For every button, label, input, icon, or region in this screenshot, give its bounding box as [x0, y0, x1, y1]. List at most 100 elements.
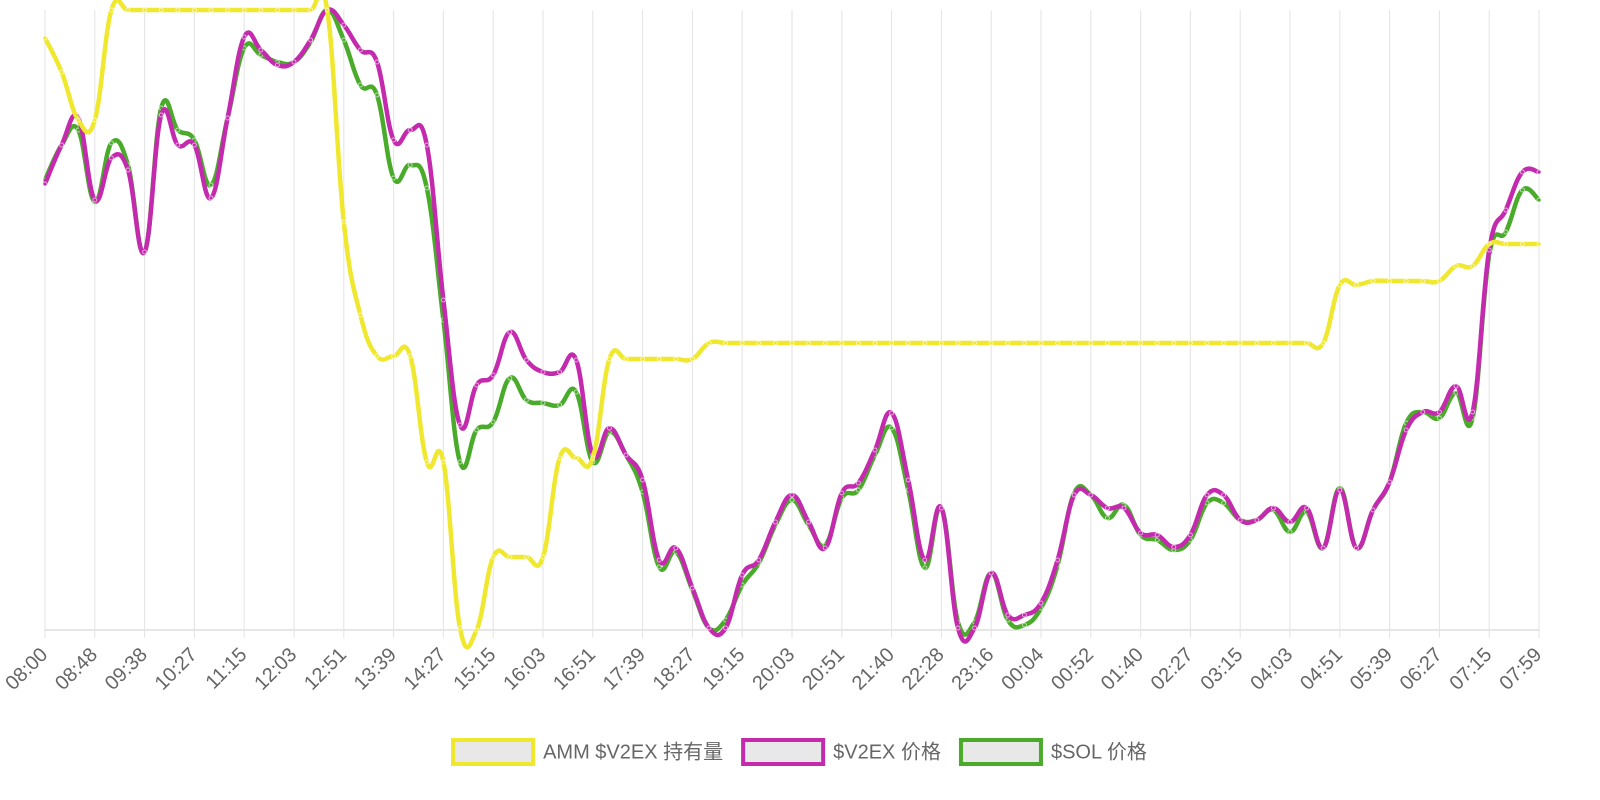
point: [1121, 505, 1127, 511]
point: [1370, 507, 1376, 513]
point: [241, 34, 247, 40]
series-line: [42, 0, 1539, 650]
point: [1104, 505, 1110, 511]
point: [125, 167, 131, 173]
point: [1171, 340, 1177, 346]
point: [922, 340, 928, 346]
point: [789, 340, 795, 346]
point: [523, 554, 529, 560]
point: [640, 356, 646, 362]
point: [391, 175, 397, 181]
point: [623, 452, 629, 458]
point: [540, 369, 546, 375]
point: [938, 340, 944, 346]
point: [573, 455, 579, 461]
point: [739, 572, 745, 578]
x-tick-label: 17:39: [599, 644, 650, 695]
point: [822, 340, 828, 346]
point: [92, 197, 98, 203]
point: [225, 115, 231, 121]
point: [457, 422, 463, 428]
point: [341, 219, 347, 225]
point: [1138, 340, 1144, 346]
point: [424, 142, 430, 148]
point: [42, 181, 48, 187]
point: [640, 477, 646, 483]
point: [75, 117, 81, 123]
point: [656, 557, 662, 563]
point: [1254, 340, 1260, 346]
point: [523, 397, 529, 403]
x-tick-label: 05:39: [1346, 644, 1397, 695]
point: [1021, 622, 1027, 628]
point: [1071, 340, 1077, 346]
point: [573, 357, 579, 363]
point: [507, 329, 513, 335]
x-tick-label: 21:40: [848, 644, 899, 695]
point: [391, 353, 397, 359]
point: [806, 340, 812, 346]
x-tick-label: 16:03: [499, 644, 550, 695]
point: [1005, 340, 1011, 346]
point: [158, 7, 164, 13]
point: [1270, 340, 1276, 346]
point: [689, 585, 695, 591]
point: [988, 570, 994, 576]
point: [440, 459, 446, 465]
x-tick-label: 12:03: [250, 644, 301, 695]
point: [1353, 545, 1359, 551]
point: [955, 340, 961, 346]
x-tick-label: 10:27: [151, 644, 202, 695]
point: [739, 340, 745, 346]
point: [258, 7, 264, 13]
point: [374, 59, 380, 65]
legend-swatch: [741, 738, 826, 766]
point: [1055, 340, 1061, 346]
x-tick-label: 07:15: [1446, 644, 1497, 695]
point: [1021, 340, 1027, 346]
point: [1320, 545, 1326, 551]
point: [1420, 409, 1426, 415]
point: [1536, 241, 1542, 247]
point: [789, 492, 795, 498]
x-tick-label: 04:03: [1246, 644, 1297, 695]
point: [59, 142, 65, 148]
point: [507, 554, 513, 560]
point: [822, 545, 828, 551]
point: [1387, 278, 1393, 284]
x-tick-label: 20:03: [748, 644, 799, 695]
point: [772, 519, 778, 525]
point: [1519, 169, 1525, 175]
legend-swatch: [958, 738, 1043, 766]
point: [142, 7, 148, 13]
point: [1519, 187, 1525, 193]
point: [656, 564, 662, 570]
x-tick-label: 19:15: [699, 644, 750, 695]
point: [540, 554, 546, 560]
point: [1038, 340, 1044, 346]
point: [855, 487, 861, 493]
point: [723, 625, 729, 631]
x-tick-label: 12:51: [300, 644, 351, 695]
point: [938, 505, 944, 511]
point: [988, 340, 994, 346]
x-tick-label: 22:28: [898, 644, 949, 695]
point: [723, 340, 729, 346]
x-tick-label: 00:52: [1047, 644, 1098, 695]
point: [357, 82, 363, 88]
point: [557, 402, 563, 408]
point: [440, 297, 446, 303]
point: [324, 7, 330, 13]
legend-label: AMM $V2EX 持有量: [543, 740, 723, 763]
point: [1304, 340, 1310, 346]
legend-label: $V2EX 价格: [833, 740, 941, 763]
point: [1503, 229, 1509, 235]
x-tick-label: 20:51: [798, 644, 849, 695]
point: [407, 353, 413, 359]
point: [374, 92, 380, 98]
x-tick-label: 00:04: [997, 644, 1048, 695]
x-tick-label: 04:51: [1296, 644, 1347, 695]
point: [59, 69, 65, 75]
point: [1071, 492, 1077, 498]
point: [142, 249, 148, 255]
